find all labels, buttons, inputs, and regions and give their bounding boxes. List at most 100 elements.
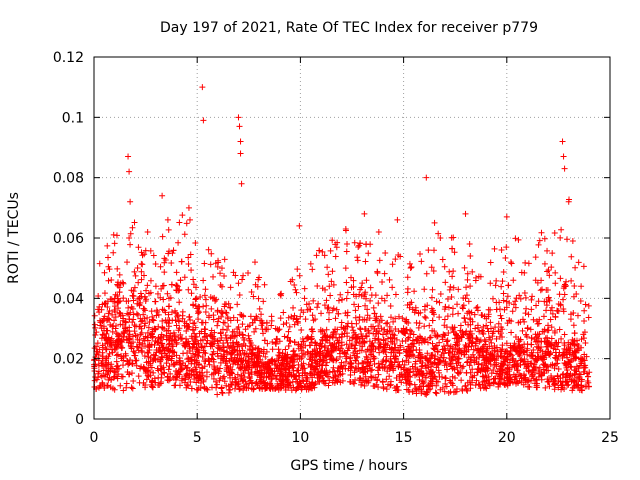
data-point: [104, 382, 111, 389]
data-point: [214, 350, 221, 357]
data-point: [150, 252, 157, 259]
data-point: [165, 366, 172, 373]
data-point: [304, 348, 311, 355]
data-point: [291, 312, 298, 319]
data-point: [399, 315, 406, 322]
data-point: [320, 378, 327, 385]
data-point: [427, 334, 434, 341]
data-point: [367, 297, 374, 304]
data-point: [568, 277, 575, 284]
data-point: [391, 335, 398, 342]
data-point: [443, 338, 450, 345]
data-point: [474, 365, 481, 372]
data-point: [327, 292, 334, 299]
data-point: [552, 313, 559, 320]
data-points-layer: [91, 84, 593, 398]
data-point: [96, 303, 103, 310]
data-point: [177, 277, 184, 284]
data-point: [392, 291, 399, 298]
data-point: [507, 259, 514, 266]
data-point: [379, 331, 386, 338]
data-point: [129, 305, 136, 312]
data-point: [361, 382, 368, 389]
data-point: [292, 352, 299, 359]
data-point: [275, 346, 282, 353]
data-point: [302, 316, 309, 323]
data-point: [122, 319, 129, 326]
data-point: [420, 337, 427, 344]
data-point: [204, 386, 211, 393]
data-point: [356, 291, 363, 298]
data-point: [371, 310, 378, 317]
data-point: [344, 309, 351, 316]
data-point: [95, 384, 102, 391]
data-point: [126, 371, 133, 378]
data-point: [96, 309, 103, 316]
data-point: [319, 334, 326, 341]
grid-layer: [94, 57, 610, 419]
data-point: [202, 309, 209, 316]
data-point: [346, 337, 353, 344]
data-point: [512, 298, 519, 305]
data-point: [510, 344, 517, 351]
data-point: [154, 365, 161, 372]
data-point: [535, 367, 542, 374]
data-point: [375, 360, 382, 367]
data-point: [280, 373, 287, 380]
data-point: [221, 256, 228, 263]
data-point: [282, 346, 289, 353]
data-point: [280, 321, 287, 328]
data-point: [568, 378, 575, 385]
data-point: [498, 247, 505, 254]
data-point: [95, 370, 102, 377]
data-point: [550, 376, 557, 383]
data-point: [499, 326, 506, 333]
data-point: [558, 335, 565, 342]
data-point: [127, 198, 134, 205]
data-point: [278, 359, 285, 366]
data-point: [223, 337, 230, 344]
data-point: [461, 345, 468, 352]
data-point: [463, 328, 470, 335]
data-point: [198, 328, 205, 335]
data-point: [183, 220, 190, 227]
data-point: [342, 265, 349, 272]
data-point: [201, 384, 208, 391]
data-point: [195, 308, 202, 315]
data-point: [130, 348, 137, 355]
data-point: [499, 346, 506, 353]
data-point: [396, 350, 403, 357]
data-point: [406, 260, 413, 267]
data-point: [361, 210, 368, 217]
data-point: [517, 357, 524, 364]
data-point: [545, 367, 552, 374]
data-point: [127, 241, 134, 248]
data-point: [362, 302, 369, 309]
data-point: [422, 354, 429, 361]
data-point: [183, 381, 190, 388]
data-point: [429, 317, 436, 324]
data-point: [242, 326, 249, 333]
data-point: [252, 281, 259, 288]
data-point: [303, 301, 310, 308]
data-point: [210, 316, 217, 323]
data-point: [473, 377, 480, 384]
data-point: [180, 360, 187, 367]
data-point: [338, 339, 345, 346]
data-point: [152, 337, 159, 344]
data-point: [135, 296, 142, 303]
data-point: [481, 313, 488, 320]
data-point: [384, 319, 391, 326]
data-point: [499, 278, 506, 285]
data-point: [582, 364, 589, 371]
data-point: [389, 261, 396, 268]
data-point: [470, 346, 477, 353]
data-point: [128, 340, 135, 347]
data-point: [503, 213, 510, 220]
data-point: [172, 360, 179, 367]
data-point: [528, 349, 535, 356]
data-point: [165, 311, 172, 318]
data-point: [284, 381, 291, 388]
data-point: [240, 341, 247, 348]
data-point: [493, 335, 500, 342]
